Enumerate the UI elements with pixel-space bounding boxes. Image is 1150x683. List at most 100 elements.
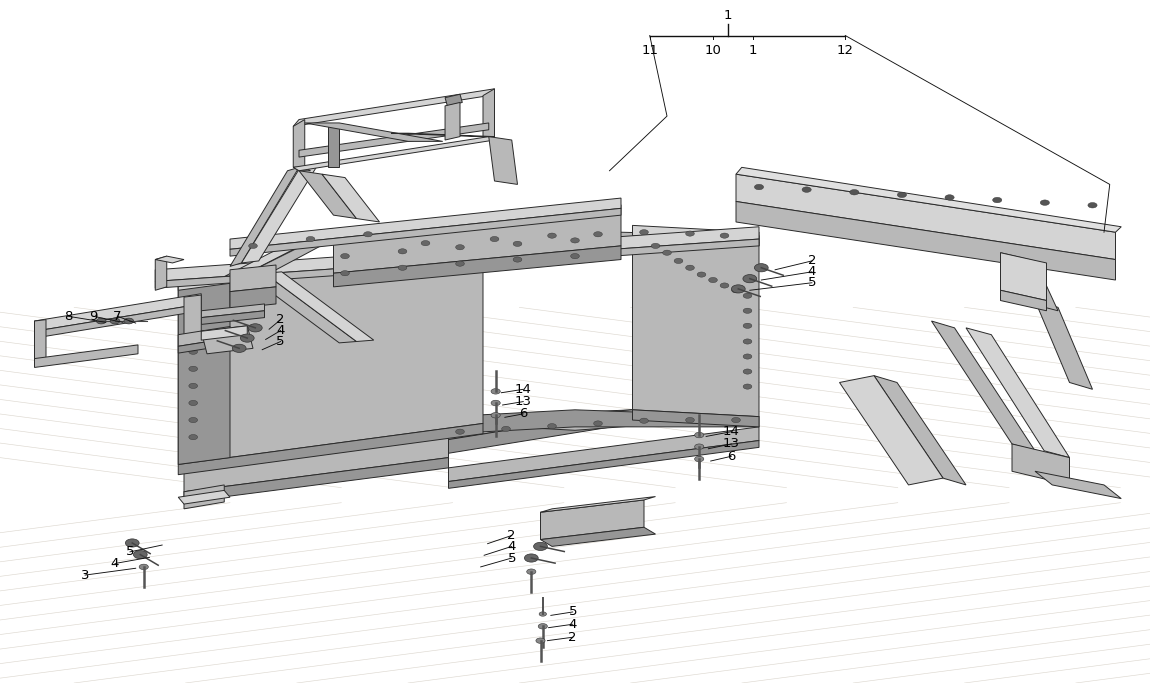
Polygon shape	[334, 205, 621, 273]
Text: 4: 4	[568, 617, 577, 631]
Circle shape	[340, 270, 350, 276]
Circle shape	[685, 231, 695, 236]
Polygon shape	[334, 246, 621, 287]
Circle shape	[1041, 200, 1050, 206]
Circle shape	[501, 426, 511, 432]
Polygon shape	[1000, 253, 1058, 311]
Polygon shape	[391, 133, 494, 137]
Text: 2: 2	[507, 529, 516, 542]
Text: 4: 4	[507, 540, 516, 553]
Text: 6: 6	[727, 449, 736, 463]
Polygon shape	[34, 359, 55, 363]
Polygon shape	[155, 256, 167, 290]
Polygon shape	[34, 345, 138, 367]
Circle shape	[662, 250, 672, 255]
Polygon shape	[448, 410, 759, 430]
Text: 9: 9	[89, 309, 98, 323]
Polygon shape	[736, 201, 1116, 280]
Polygon shape	[293, 137, 494, 171]
Circle shape	[695, 456, 704, 462]
Text: 4: 4	[110, 557, 120, 570]
Circle shape	[306, 236, 315, 242]
Polygon shape	[1035, 301, 1092, 389]
Polygon shape	[445, 94, 462, 106]
Polygon shape	[448, 427, 759, 482]
Text: 14: 14	[723, 425, 739, 438]
Circle shape	[651, 243, 660, 249]
Circle shape	[534, 542, 547, 550]
Polygon shape	[305, 123, 443, 141]
Text: 14: 14	[515, 382, 531, 396]
Circle shape	[945, 195, 954, 200]
Circle shape	[513, 241, 522, 247]
Polygon shape	[632, 225, 759, 242]
Polygon shape	[230, 167, 299, 266]
Text: 5: 5	[568, 605, 577, 619]
Polygon shape	[874, 376, 966, 485]
Circle shape	[133, 550, 147, 559]
Circle shape	[513, 257, 522, 262]
Polygon shape	[247, 227, 356, 273]
Polygon shape	[540, 497, 656, 512]
Circle shape	[539, 612, 546, 616]
Circle shape	[547, 233, 557, 238]
Polygon shape	[155, 239, 759, 288]
Circle shape	[731, 285, 745, 293]
Circle shape	[189, 315, 198, 320]
Polygon shape	[224, 229, 334, 277]
Circle shape	[743, 339, 752, 344]
Circle shape	[695, 432, 704, 438]
Polygon shape	[230, 198, 621, 249]
Circle shape	[743, 384, 752, 389]
Circle shape	[593, 232, 603, 237]
Polygon shape	[445, 102, 460, 140]
Circle shape	[248, 243, 258, 249]
Circle shape	[189, 434, 198, 440]
Circle shape	[754, 264, 768, 272]
Circle shape	[455, 261, 465, 266]
Polygon shape	[34, 294, 201, 331]
Polygon shape	[322, 174, 380, 222]
Circle shape	[491, 389, 500, 394]
Polygon shape	[328, 124, 339, 167]
Text: 7: 7	[113, 309, 122, 323]
Circle shape	[639, 229, 649, 235]
Polygon shape	[380, 410, 632, 464]
Polygon shape	[840, 376, 943, 485]
Circle shape	[754, 184, 764, 190]
Circle shape	[992, 197, 1002, 203]
Circle shape	[232, 344, 246, 352]
Circle shape	[593, 421, 603, 426]
Circle shape	[124, 318, 133, 324]
Polygon shape	[230, 410, 632, 458]
Polygon shape	[155, 227, 759, 281]
Text: 2: 2	[568, 630, 577, 644]
Circle shape	[340, 253, 350, 259]
Polygon shape	[448, 441, 759, 488]
Text: 2: 2	[276, 313, 285, 326]
Polygon shape	[540, 500, 644, 540]
Polygon shape	[264, 272, 374, 342]
Polygon shape	[184, 485, 224, 509]
Polygon shape	[34, 320, 46, 360]
Circle shape	[743, 308, 752, 313]
Circle shape	[189, 299, 198, 305]
Polygon shape	[230, 287, 276, 309]
Text: 5: 5	[807, 276, 816, 290]
Circle shape	[674, 258, 683, 264]
Circle shape	[527, 569, 536, 574]
Text: 13: 13	[723, 437, 739, 451]
Polygon shape	[178, 239, 483, 290]
Polygon shape	[1035, 471, 1121, 499]
Circle shape	[189, 366, 198, 372]
Polygon shape	[178, 326, 230, 346]
Polygon shape	[230, 208, 621, 256]
Circle shape	[570, 253, 580, 259]
Polygon shape	[184, 458, 448, 502]
Polygon shape	[736, 174, 1116, 260]
Polygon shape	[299, 171, 356, 219]
Text: 3: 3	[81, 568, 90, 582]
Text: 5: 5	[507, 551, 516, 565]
Circle shape	[524, 554, 538, 562]
Circle shape	[189, 349, 198, 354]
